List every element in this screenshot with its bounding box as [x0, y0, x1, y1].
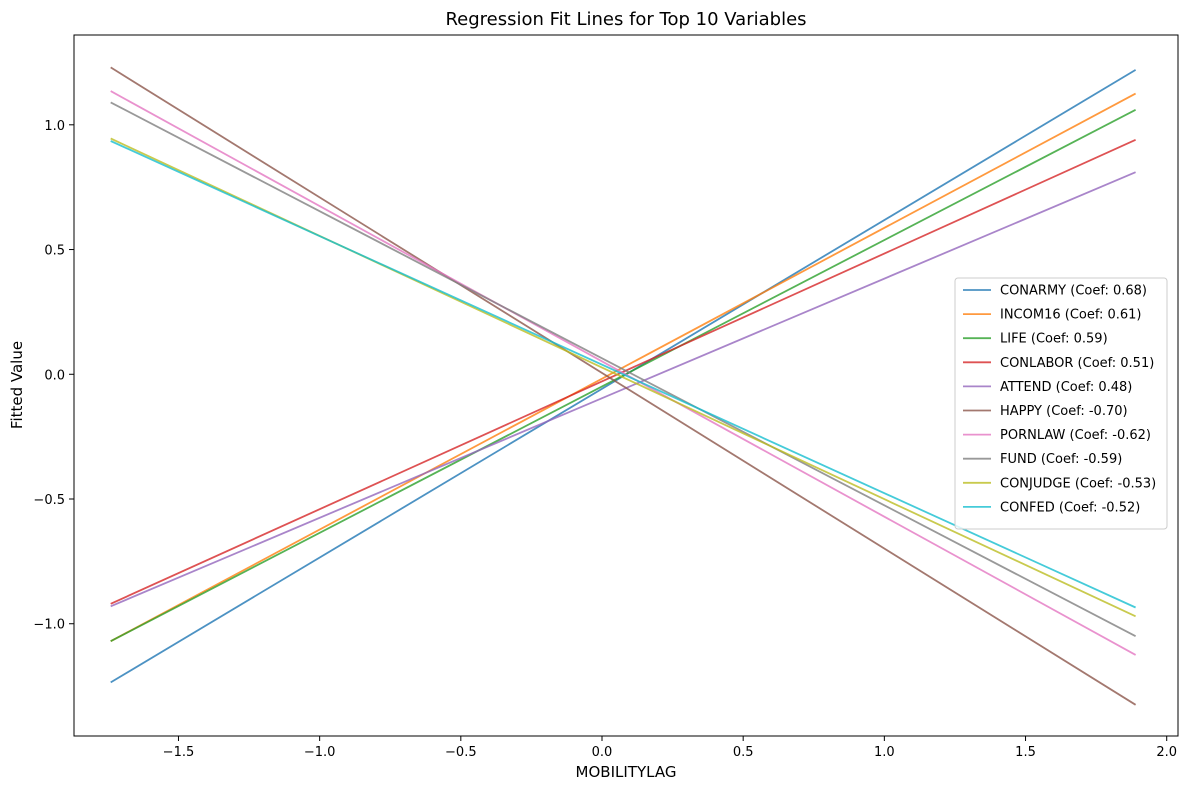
legend-label-2: LIFE (Coef: 0.59): [1000, 332, 1108, 347]
legend-label-8: CONJUDGE (Coef: -0.53): [1000, 476, 1156, 491]
x-tick-label: 0.5: [733, 745, 754, 760]
plot-area: [73, 34, 1179, 737]
x-tick-label: 0.0: [592, 745, 613, 760]
y-axis: −1.0 −0.5 0.0 0.5 1.0: [33, 119, 74, 633]
series-line-4: [110, 171, 1136, 608]
legend-label-4: ATTEND (Coef: 0.48): [1000, 380, 1132, 395]
x-tick-label: 2.0: [1156, 745, 1177, 760]
series-line-1: [110, 92, 1137, 642]
x-tick-label: 1.0: [874, 745, 895, 760]
legend-label-6: PORNLAW (Coef: -0.62): [1000, 428, 1151, 443]
x-tick-label: −1.5: [163, 745, 195, 760]
legend-label-7: FUND (Coef: -0.59): [1000, 452, 1122, 467]
y-tick-label: −1.0: [33, 618, 65, 633]
legend-label-5: HAPPY (Coef: -0.70): [1000, 404, 1128, 419]
series-line-9: [110, 140, 1136, 609]
y-tick-label: 0.0: [44, 368, 65, 383]
y-tick-label: 0.5: [44, 244, 65, 259]
legend-label-3: CONLABOR (Coef: 0.51): [1000, 356, 1154, 371]
y-tick-label: 1.0: [44, 119, 65, 134]
series-line-2: [110, 109, 1137, 642]
series-line-5: [110, 66, 1137, 706]
x-tick-label: 1.5: [1015, 745, 1036, 760]
x-axis: −1.5 −1.0 −0.5 0.0 0.5 1.0 1.5 2.0: [163, 736, 1177, 760]
series-line-7: [110, 101, 1137, 637]
chart-title: Regression Fit Lines for Top 10 Variable…: [445, 9, 806, 30]
x-tick-label: −1.0: [304, 745, 336, 760]
y-axis-label: Fitted Value: [8, 341, 26, 429]
x-tick-label: −0.5: [445, 745, 477, 760]
legend: CONARMY (Coef: 0.68) INCOM16 (Coef: 0.61)…: [954, 277, 1168, 530]
series-line-3: [110, 138, 1136, 605]
y-tick-label: −0.5: [33, 493, 65, 508]
x-axis-label: MOBILITYLAG: [576, 763, 677, 781]
legend-label-1: INCOM16 (Coef: 0.61): [1000, 308, 1142, 323]
legend-label-9: CONFED (Coef: -0.52): [1000, 500, 1140, 515]
series-line-6: [110, 90, 1137, 656]
legend-box: [954, 277, 1168, 530]
plot-frame: [73, 34, 1179, 737]
legend-label-0: CONARMY (Coef: 0.68): [1000, 284, 1147, 299]
